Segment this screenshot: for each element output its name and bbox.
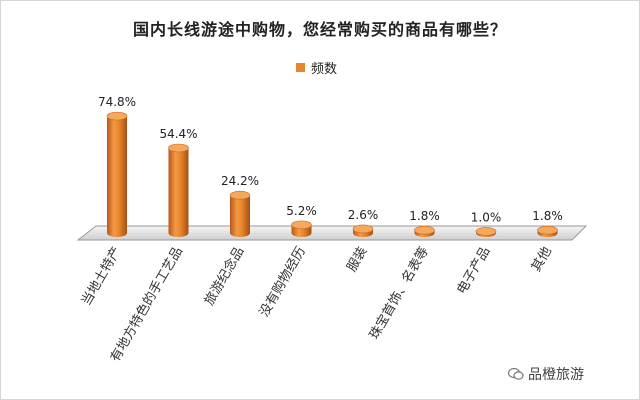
category-label: 电子产品 [454,245,493,298]
bar-body [230,195,250,237]
bar [537,225,558,237]
bar-cap [106,111,128,121]
bar [168,143,189,237]
category-label: 当地土特产 [79,245,124,309]
bar [291,220,312,237]
chart-floor [76,225,588,241]
watermark: 品橙旅游 [508,364,584,384]
value-label: 5.2% [286,204,317,218]
category-label: 其他 [529,245,555,275]
bar-cap [414,225,435,235]
value-label: 24.2% [221,174,259,188]
category-label: 珠宝首饰、名表等 [366,244,432,342]
bar-cap [352,224,374,234]
bar-body [107,116,127,237]
value-label: 74.8% [98,95,136,109]
wechat-icon [508,367,524,380]
bar [352,224,374,237]
category-label: 没有购物经历 [256,244,309,320]
bar-cap [168,143,189,153]
watermark-text: 品橙旅游 [528,367,584,383]
value-label: 54.4% [159,127,197,141]
bar [475,227,497,237]
bar-body [168,148,189,237]
bar [229,190,251,237]
legend-label: 频数 [311,62,338,77]
bar [414,225,435,237]
value-label: 1.0% [471,210,502,224]
category-label: 旅游纪念品 [201,244,247,308]
category-label: 服装 [344,245,370,275]
bar-cap [229,190,251,200]
category-label: 有地方特色的手工艺品 [107,244,186,365]
bar [106,111,128,237]
chart-title: 国内长线游途中购物，您经常购买的商品有哪些？ [132,20,507,39]
bar-cap [537,225,558,235]
legend: 频数 [296,58,337,77]
value-label: 2.6% [348,208,379,222]
bar-cap [291,220,312,230]
bar-cap [475,227,497,236]
legend-swatch [296,63,305,72]
value-label: 1.8% [409,209,440,223]
value-label: 1.8% [532,209,563,223]
